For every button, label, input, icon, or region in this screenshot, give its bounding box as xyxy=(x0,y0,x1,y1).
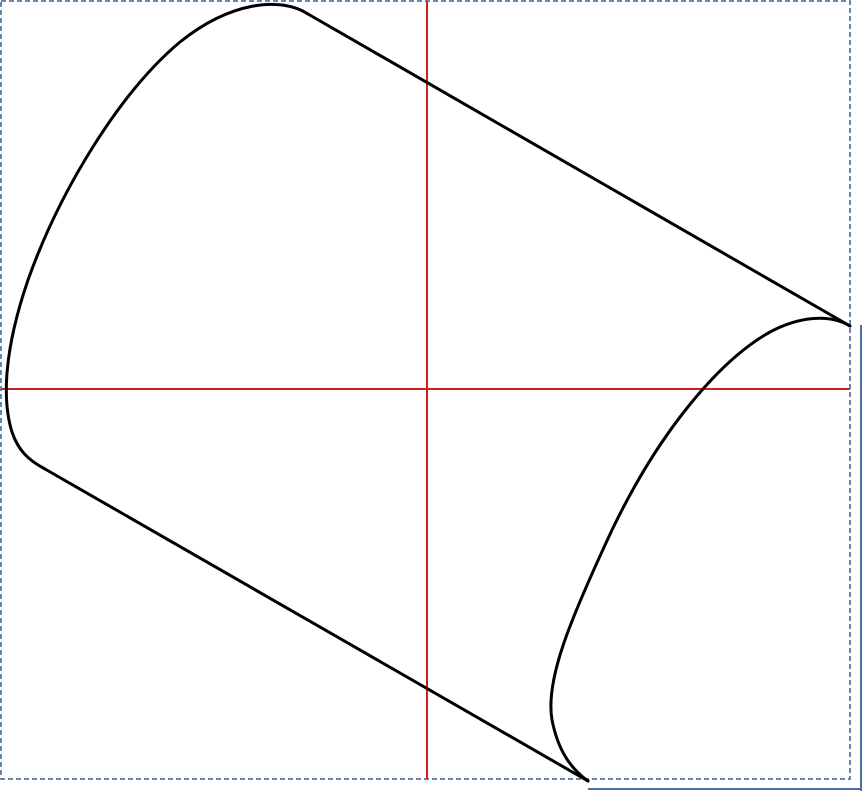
bottom-edge[interactable] xyxy=(43,467,590,783)
top-edge[interactable] xyxy=(306,12,852,328)
front-end-ellipse[interactable] xyxy=(549,316,852,783)
back-end-ellipse[interactable] xyxy=(4,2,310,471)
